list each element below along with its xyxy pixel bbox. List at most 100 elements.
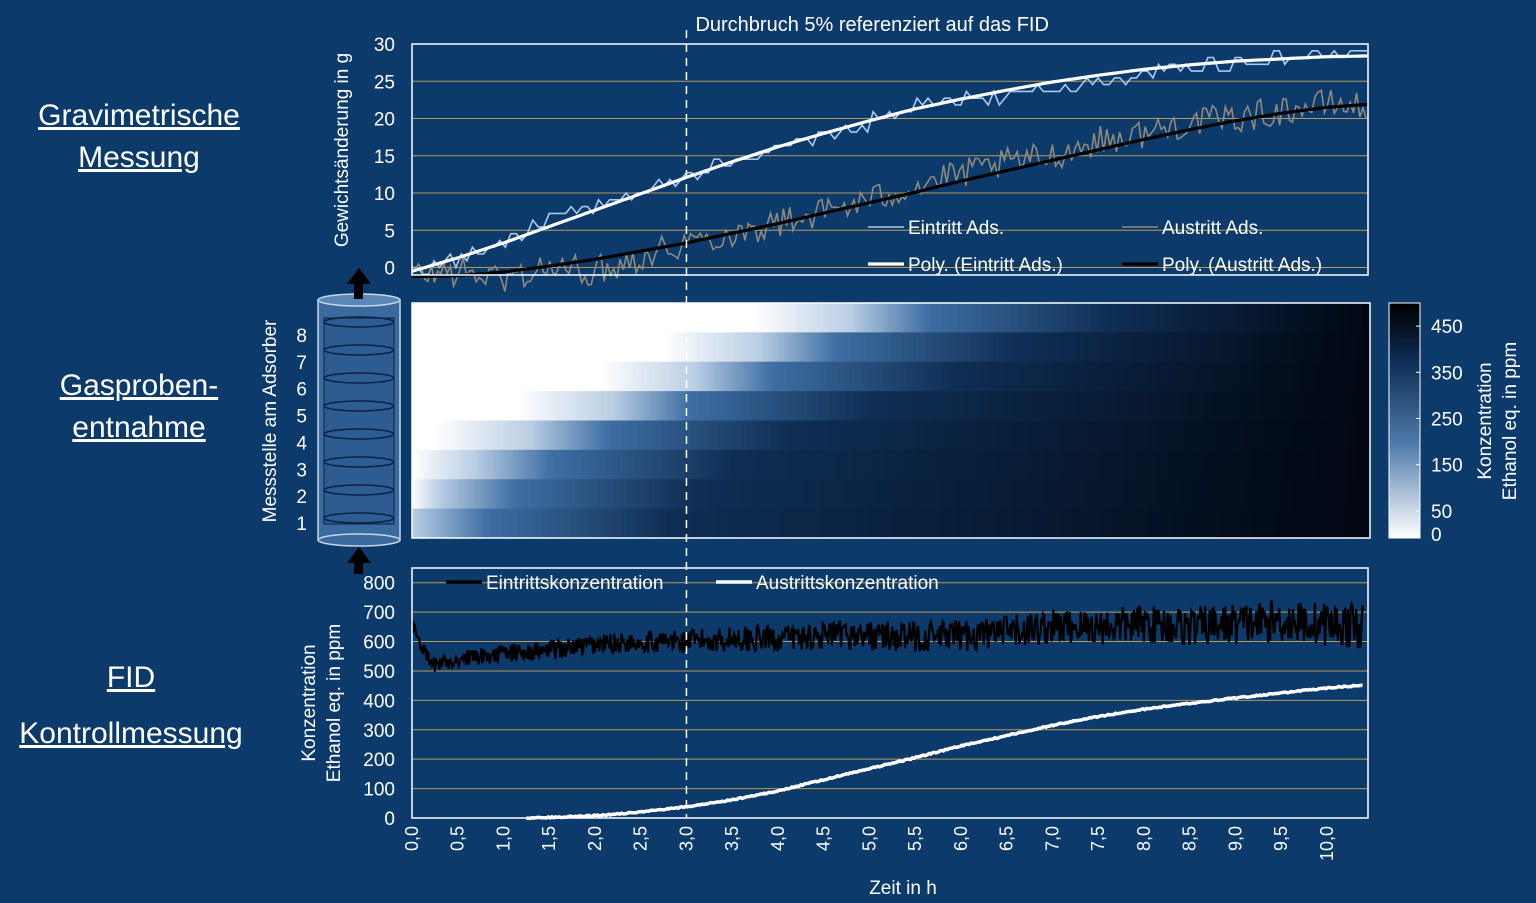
x-tick-label: 1,0 — [493, 826, 513, 851]
cylinder-sampling-ring — [323, 372, 395, 384]
grav-plot-frame — [411, 43, 1369, 276]
heatmap-band — [412, 508, 1370, 539]
gas-sampling-label-line1: Gasproben- — [59, 369, 219, 402]
grav-legend-label: Poly. (Austritt Ads.) — [1162, 255, 1322, 276]
fid-legend-label-outlet: Austrittskonzentration — [756, 573, 939, 594]
fid-y-axis-label-line1: Konzentration — [299, 644, 320, 761]
fid-y-tick-label: 700 — [363, 603, 395, 624]
heatmap-y-tick-label: 7 — [296, 353, 307, 374]
heatmap-y-tick-label: 8 — [296, 326, 307, 347]
x-tick-label: 4,5 — [814, 826, 834, 851]
x-tick-label: 2,0 — [585, 826, 605, 851]
cylinder-bottom — [317, 533, 401, 547]
colorbar-tick-label: 450 — [1431, 317, 1463, 338]
fid-y-tick-label: 200 — [363, 750, 395, 771]
fid-legend-label-inlet: Eintrittskonzentration — [486, 573, 663, 594]
heatmap-band — [412, 420, 1370, 451]
fid-outlet-line — [526, 683, 1363, 821]
x-tick-label: 3,0 — [676, 826, 696, 851]
colorbar-tick-label: 250 — [1431, 410, 1463, 431]
colorbar-tick-label: 50 — [1431, 502, 1452, 523]
grav-y-tick-label: 30 — [374, 35, 395, 56]
heatmap-band — [412, 303, 1370, 333]
grav-y-tick-label: 5 — [384, 221, 395, 242]
grav-y-tick-label: 15 — [374, 147, 395, 168]
grav-legend-label: Poly. (Eintritt Ads.) — [908, 255, 1063, 276]
grav-legend-label: Austritt Ads. — [1162, 218, 1263, 239]
grav-y-tick-label: 20 — [374, 110, 395, 131]
heatmap-band — [412, 479, 1370, 510]
cylinder-sampling-ring — [323, 400, 395, 412]
heatmap-y-tick-label: 6 — [296, 380, 307, 401]
fid-plot-frame — [411, 567, 1369, 819]
cylinder-sampling-ring — [323, 316, 395, 328]
fid-y-tick-label: 600 — [363, 633, 395, 654]
cylinder-sampling-ring — [323, 512, 395, 524]
fid-label-line1: FID — [106, 661, 156, 694]
heatmap-y-tick-label: 3 — [296, 460, 307, 481]
grav-y-tick-label: 0 — [384, 259, 395, 280]
grav-y-axis-label: Gewichtsänderung in g — [332, 53, 353, 247]
grav-outlet-raw-line — [411, 89, 1367, 292]
gas-sampling-label-line2: entnahme — [72, 411, 206, 444]
fid-y-axis-label-line2: Ethanol eq. in ppm — [324, 624, 345, 782]
x-tick-label: 6,5 — [997, 826, 1017, 851]
colorbar-label-line1: Konzentration — [1475, 362, 1496, 479]
x-tick-label: 4,0 — [768, 826, 788, 851]
colorbar-tick-label: 0 — [1431, 525, 1442, 546]
fid-y-tick-label: 800 — [363, 574, 395, 595]
breakthrough-annotation: Durchbruch 5% referenziert auf das FID — [695, 14, 1048, 36]
up-arrow-top-shaft — [354, 281, 363, 299]
cylinder-sampling-ring — [323, 344, 395, 356]
up-arrow-bottom-head — [347, 547, 371, 563]
heatmap-y-tick-label: 2 — [296, 487, 307, 508]
heatmap-y-tick-label: 4 — [296, 433, 307, 454]
fid-y-tick-label: 100 — [363, 780, 395, 801]
grav-outlet-fit-line — [411, 102, 1369, 279]
heatmap-y-axis-label: Messstelle am Adsorber — [260, 319, 281, 522]
x-tick-label: 1,5 — [539, 826, 559, 851]
gravimetric-label: Gravimetrische Messung — [18, 95, 260, 179]
up-arrow-bottom-shaft — [354, 560, 363, 574]
fid-y-tick-label: 500 — [363, 662, 395, 683]
adsorber-cylinder — [317, 293, 401, 547]
gravimetric-label-line2: Messung — [78, 141, 200, 174]
fid-label: FID Kontrollmessung — [5, 650, 257, 762]
grav-inlet-fit-line — [411, 54, 1369, 273]
colorbar — [1388, 302, 1421, 539]
x-tick-label: 9,5 — [1271, 826, 1291, 851]
gas-sampling-label: Gasproben- entnahme — [20, 365, 258, 449]
cylinder-sampling-ring — [323, 428, 395, 440]
heatmap-y-tick-label: 5 — [296, 407, 307, 428]
x-tick-label: 5,0 — [859, 826, 879, 851]
fid-label-line2: Kontrollmessung — [19, 717, 243, 750]
x-tick-label: 8,5 — [1180, 826, 1200, 851]
fid-inlet-line — [410, 600, 1365, 672]
x-tick-label: 0,0 — [402, 826, 422, 851]
heatmap-band — [412, 332, 1370, 363]
grav-y-tick-label: 10 — [374, 184, 395, 205]
fid-y-tick-label: 300 — [363, 721, 395, 742]
colorbar-label-line2: Ethanol eq. in ppm — [1500, 342, 1521, 500]
x-tick-label: 6,0 — [951, 826, 971, 851]
x-tick-label: 2,5 — [631, 826, 651, 851]
heatmap-band — [412, 391, 1370, 421]
up-arrow-top-head — [347, 268, 371, 284]
x-tick-label: 0,5 — [448, 826, 468, 851]
x-tick-label: 5,5 — [905, 826, 925, 851]
heatmap-band — [412, 449, 1370, 480]
colorbar-tick-label: 350 — [1431, 363, 1463, 384]
cylinder-sampling-ring — [323, 484, 395, 496]
fid-y-tick-label: 400 — [363, 691, 395, 712]
gravimetric-label-line1: Gravimetrische — [38, 99, 240, 132]
x-tick-label: 8,0 — [1134, 826, 1154, 851]
grav-y-tick-label: 25 — [374, 72, 395, 93]
x-tick-label: 7,0 — [1042, 826, 1062, 851]
x-tick-label: 3,5 — [722, 826, 742, 851]
grav-inlet-raw-line — [412, 49, 1368, 276]
x-tick-label: 10,0 — [1317, 826, 1337, 861]
fid-y-tick-label: 0 — [384, 809, 395, 830]
heatmap-frame — [411, 302, 1371, 539]
heatmap-y-tick-label: 1 — [296, 514, 307, 535]
